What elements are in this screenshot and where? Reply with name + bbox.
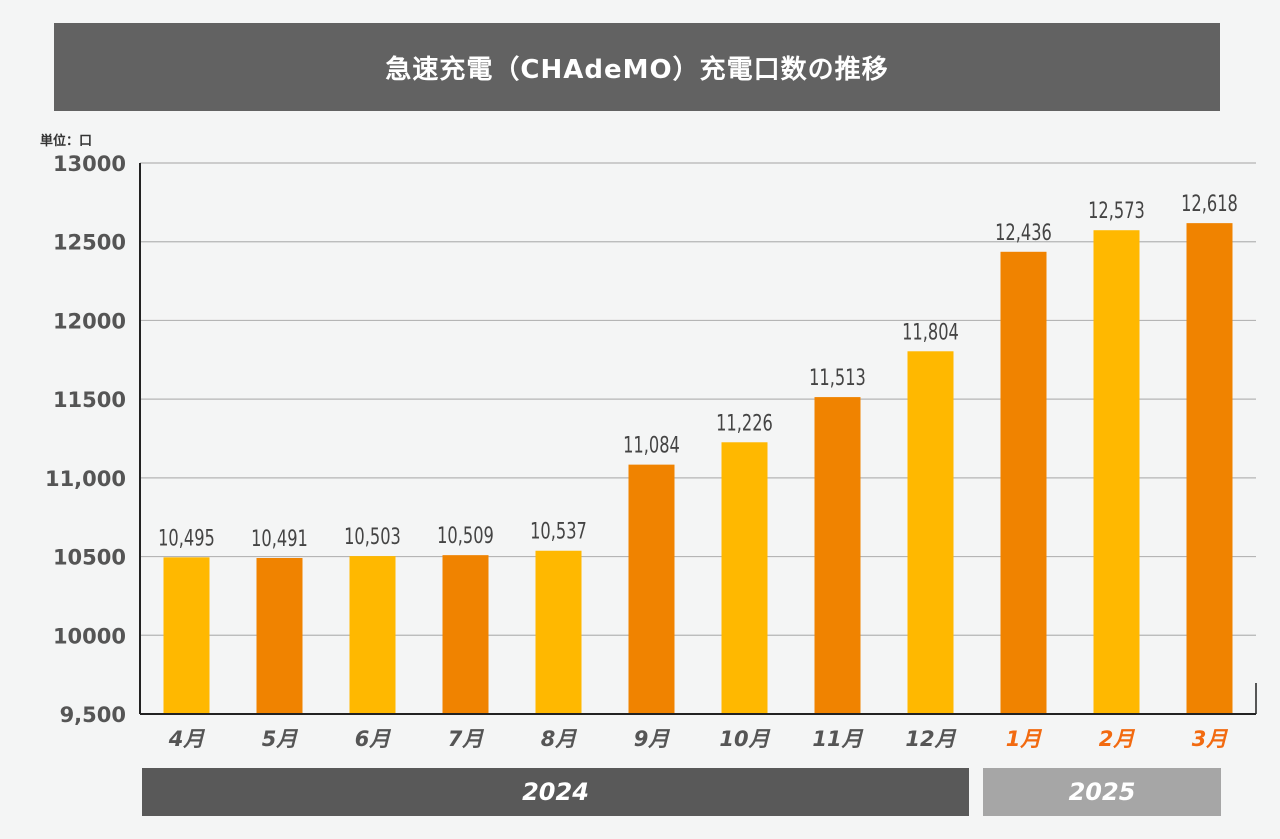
data-label: 12,573: [1088, 197, 1145, 223]
x-tick-label: 2月: [1099, 727, 1136, 751]
y-tick-label: 10000: [53, 624, 126, 648]
data-label: 11,513: [809, 364, 866, 390]
unit-label: 単位：口: [40, 134, 93, 149]
x-tick-label: 10月: [719, 727, 770, 751]
bar: [535, 550, 582, 714]
bar: [256, 557, 303, 714]
x-tick-label: 12月: [905, 727, 956, 751]
x-tick-label: 9月: [634, 727, 671, 751]
data-label: 10,537: [530, 518, 587, 544]
data-label: 10,491: [251, 525, 308, 551]
data-label: 10,495: [158, 525, 215, 551]
bar: [442, 555, 489, 714]
bar: [163, 557, 210, 714]
year-group-2025: 2025: [983, 768, 1221, 816]
data-label: 12,436: [995, 219, 1052, 245]
data-label: 11,804: [902, 319, 959, 345]
y-tick-label: 13000: [53, 152, 126, 176]
data-label: 12,618: [1181, 190, 1238, 216]
bar-layer: [163, 223, 1233, 715]
bar: [1093, 230, 1140, 715]
bar: [628, 464, 675, 714]
x-tick-label: 11月: [812, 727, 863, 751]
x-tick-label: 8月: [541, 727, 578, 751]
x-tick-label: 5月: [262, 727, 299, 751]
bar: [907, 351, 954, 714]
data-label: 10,503: [344, 523, 401, 549]
y-tick-label: 11,000: [45, 467, 126, 491]
x-tick-label: 7月: [448, 727, 485, 751]
data-label: 11,084: [623, 432, 680, 458]
bar: [1186, 223, 1233, 715]
y-tick-label: 10500: [53, 546, 126, 570]
bar: [721, 442, 768, 714]
bar: [349, 556, 396, 714]
y-tick-label: 12000: [53, 309, 126, 333]
x-tick-label: 6月: [355, 727, 392, 751]
y-tick-label: 11500: [53, 388, 126, 412]
bar: [1000, 251, 1047, 714]
label-layer: 9,500 10000 10500 11,000 11500 12000 12500 1300…: [45, 152, 1238, 751]
data-label: 10,509: [437, 522, 494, 548]
data-label: 11,226: [716, 410, 773, 436]
axis-layer: [139, 163, 1257, 715]
year-group-2024: 2024: [142, 768, 969, 816]
y-tick-label: 9,500: [60, 703, 126, 727]
chart-title: 急速充電（CHAdeMO）充電口数の推移: [54, 23, 1220, 111]
x-tick-label: 3月: [1192, 727, 1229, 751]
x-tick-label: 1月: [1006, 727, 1043, 751]
x-tick-label: 4月: [168, 727, 206, 751]
bar: [814, 397, 861, 714]
y-tick-label: 12500: [53, 231, 126, 255]
grid-layer: [140, 162, 1256, 636]
